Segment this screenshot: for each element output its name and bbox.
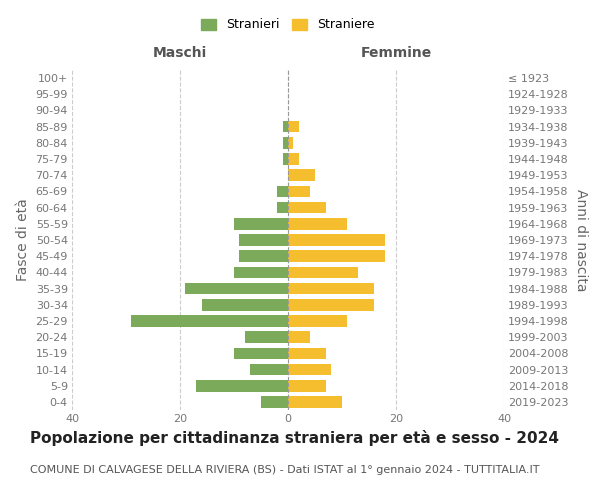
Bar xyxy=(288,299,374,310)
Bar xyxy=(288,348,326,359)
Bar xyxy=(288,266,358,278)
Text: Maschi: Maschi xyxy=(153,46,207,60)
Bar xyxy=(234,266,288,278)
Legend: Stranieri, Straniere: Stranieri, Straniere xyxy=(201,18,375,32)
Bar xyxy=(277,202,288,213)
Bar xyxy=(288,202,326,213)
Bar xyxy=(283,153,288,165)
Text: Popolazione per cittadinanza straniera per età e sesso - 2024: Popolazione per cittadinanza straniera p… xyxy=(30,430,559,446)
Bar xyxy=(185,282,288,294)
Bar xyxy=(288,137,293,148)
Bar xyxy=(196,380,288,392)
Bar xyxy=(288,121,299,132)
Y-axis label: Anni di nascita: Anni di nascita xyxy=(574,188,589,291)
Bar xyxy=(288,234,385,246)
Bar xyxy=(288,396,342,407)
Bar xyxy=(288,332,310,343)
Bar xyxy=(234,218,288,230)
Bar xyxy=(283,121,288,132)
Bar xyxy=(277,186,288,198)
Bar xyxy=(288,380,326,392)
Bar xyxy=(288,218,347,230)
Bar xyxy=(288,153,299,165)
Bar xyxy=(131,315,288,327)
Bar xyxy=(261,396,288,407)
Bar xyxy=(245,332,288,343)
Y-axis label: Fasce di età: Fasce di età xyxy=(16,198,30,281)
Bar xyxy=(234,348,288,359)
Text: Femmine: Femmine xyxy=(361,46,431,60)
Bar xyxy=(250,364,288,376)
Bar xyxy=(288,282,374,294)
Bar xyxy=(283,137,288,148)
Bar xyxy=(239,234,288,246)
Bar xyxy=(288,315,347,327)
Bar xyxy=(288,364,331,376)
Bar xyxy=(202,299,288,310)
Bar xyxy=(239,250,288,262)
Bar xyxy=(288,250,385,262)
Bar xyxy=(288,170,315,181)
Bar xyxy=(288,186,310,198)
Text: COMUNE DI CALVAGESE DELLA RIVIERA (BS) - Dati ISTAT al 1° gennaio 2024 - TUTTITA: COMUNE DI CALVAGESE DELLA RIVIERA (BS) -… xyxy=(30,465,539,475)
